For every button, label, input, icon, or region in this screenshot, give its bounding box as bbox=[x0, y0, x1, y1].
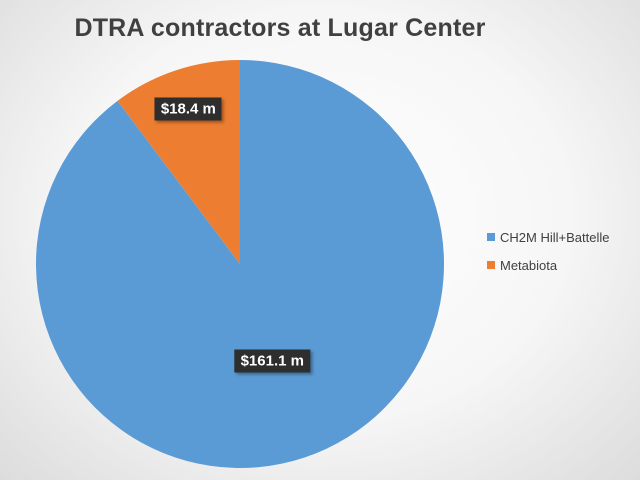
legend-swatch bbox=[487, 233, 495, 241]
legend-swatch bbox=[487, 261, 495, 269]
legend-label: Metabiota bbox=[500, 257, 558, 273]
legend-item-metabiota: Metabiota bbox=[487, 257, 609, 273]
data-label-ch2m-hill-battelle: $161.1 m bbox=[234, 349, 310, 373]
pie-slice-ch2m-hill-battelle bbox=[35, 60, 444, 468]
chart-title: DTRA contractors at Lugar Center bbox=[74, 14, 486, 42]
legend: CH2M Hill+Battelle Metabiota bbox=[487, 229, 609, 285]
data-label-metabiota: $18.4 m bbox=[154, 97, 222, 121]
legend-label: CH2M Hill+Battelle bbox=[500, 229, 610, 245]
legend-item-ch2m-hill-battelle: CH2M Hill+Battelle bbox=[487, 229, 609, 245]
